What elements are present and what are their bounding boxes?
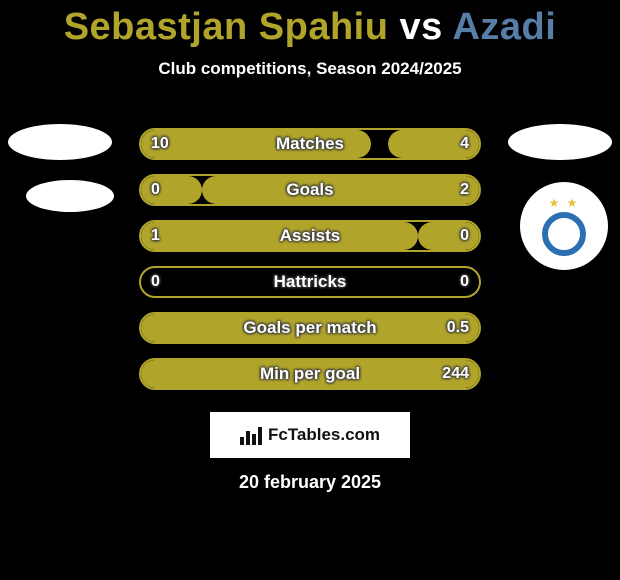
stage: Sebastjan Spahiu vs Azadi Club competiti…	[0, 6, 620, 580]
date: 20 february 2025	[0, 472, 620, 493]
player-left-avatar-1	[8, 124, 112, 160]
title-vs: vs	[400, 6, 443, 48]
badge-stars-icon: ★ ★	[549, 196, 580, 210]
stat-row: Goals02	[139, 174, 481, 206]
stat-value-left: 0	[139, 174, 172, 206]
stat-track	[139, 312, 481, 344]
stat-track	[139, 266, 481, 298]
stat-fill-right	[202, 176, 479, 204]
subtitle: Club competitions, Season 2024/2025	[0, 59, 620, 79]
fctables-icon	[240, 425, 262, 445]
title-right: Azadi	[452, 6, 556, 48]
player-left-avatar-2	[26, 180, 114, 212]
stat-row: Min per goal244	[139, 358, 481, 390]
stat-fill-right	[141, 314, 479, 342]
stat-value-right: 2	[448, 174, 481, 206]
stat-track	[139, 174, 481, 206]
stat-value-right: 0	[448, 220, 481, 252]
fctables-branding[interactable]: FcTables.com	[210, 412, 410, 458]
stat-fill-right	[141, 360, 479, 388]
stat-row: Matches104	[139, 128, 481, 160]
stat-fill-left	[141, 222, 418, 250]
stat-row: Assists10	[139, 220, 481, 252]
stat-row: Hattricks00	[139, 266, 481, 298]
fctables-label: FcTables.com	[268, 425, 380, 445]
badge-ring-icon	[542, 212, 586, 256]
stat-value-right: 0.5	[435, 312, 481, 344]
stat-value-right: 0	[448, 266, 481, 298]
stat-value-right: 4	[448, 128, 481, 160]
stat-value-left	[139, 358, 163, 390]
footer-area: FcTables.com 20 february 2025	[0, 400, 620, 493]
stat-row: Goals per match0.5	[139, 312, 481, 344]
player-right-club-badge: ★ ★	[520, 182, 608, 270]
stat-track	[139, 220, 481, 252]
stat-value-left	[139, 312, 163, 344]
stat-value-left: 10	[139, 128, 181, 160]
player-right-avatar-1	[508, 124, 612, 160]
stat-value-left: 1	[139, 220, 172, 252]
stat-value-left: 0	[139, 266, 172, 298]
stat-track	[139, 128, 481, 160]
page-title: Sebastjan Spahiu vs Azadi	[0, 6, 620, 49]
comparison-bars: Matches104Goals02Assists10Hattricks00Goa…	[139, 128, 481, 404]
stat-value-right: 244	[430, 358, 481, 390]
title-left: Sebastjan Spahiu	[64, 6, 389, 48]
